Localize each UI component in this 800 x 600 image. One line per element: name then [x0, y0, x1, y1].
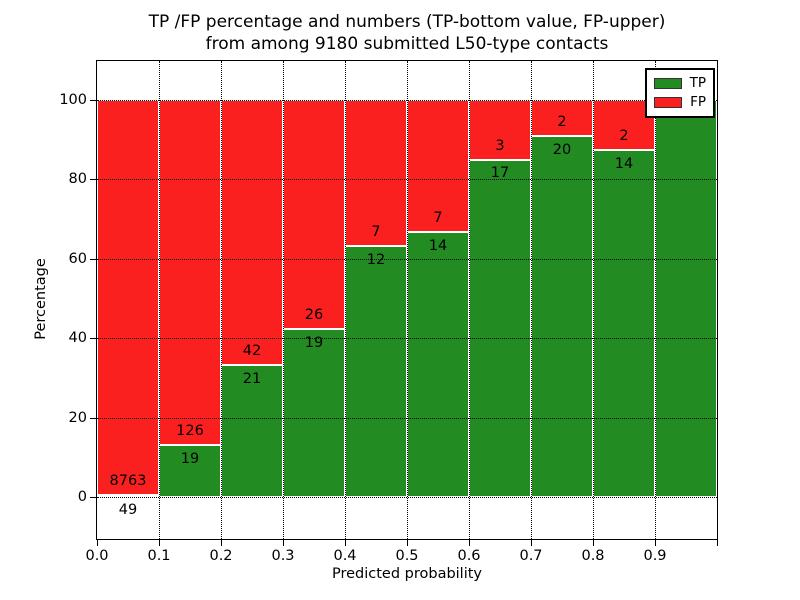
fp-bar-segment	[593, 100, 655, 150]
v-gridline	[593, 61, 594, 539]
legend-label-fp: FP	[690, 94, 706, 110]
legend-label-tp: TP	[689, 75, 706, 91]
fp-bar-segment	[221, 100, 283, 365]
x-tick-label: 0.4	[333, 548, 357, 564]
tp-bar-segment	[97, 494, 159, 497]
fp-count-label: 126	[176, 423, 204, 440]
y-tick	[90, 179, 96, 181]
tp-count-label: 49	[118, 501, 138, 518]
tp-bar-segment	[531, 136, 593, 497]
y-tick-label: 40	[68, 330, 87, 347]
tp-bar-segment	[655, 100, 717, 497]
x-tick	[97, 540, 98, 546]
tp-count-label: 20	[552, 141, 572, 158]
x-tick	[221, 540, 222, 546]
tp-color-swatch	[654, 78, 682, 89]
x-tick-label: 0.9	[643, 548, 667, 564]
x-tick	[531, 540, 532, 546]
fp-count-label: 26	[304, 307, 324, 324]
x-tick	[283, 540, 284, 546]
tp-count-label: 14	[614, 155, 634, 172]
fp-bar-segment	[407, 100, 469, 233]
tp-count-label: 12	[366, 252, 386, 269]
y-tick	[90, 100, 96, 101]
x-tick	[655, 540, 656, 546]
fp-count-label: 7	[371, 224, 381, 241]
x-axis-label: Predicted probability	[331, 566, 483, 582]
x-tick	[593, 540, 594, 546]
x-tick-label: 0.1	[147, 548, 171, 564]
fp-count-label: 7	[433, 210, 443, 227]
fp-bar-segment	[345, 100, 407, 247]
fp-count-label: 8763	[109, 472, 147, 489]
tp-bar-segment	[469, 159, 531, 497]
x-tick-label: 0.3	[271, 548, 295, 564]
v-gridline	[407, 61, 408, 539]
x-tick-label: 0.0	[85, 548, 109, 564]
legend: TP FP	[645, 68, 715, 118]
y-tick-label: 0	[77, 489, 87, 505]
tp-bar-segment	[593, 149, 655, 497]
v-gridline	[159, 61, 160, 539]
v-gridline	[221, 61, 222, 539]
v-gridline	[283, 61, 284, 539]
fp-count-label: 2	[557, 114, 567, 131]
v-gridline	[469, 61, 470, 539]
y-tick	[90, 258, 96, 260]
tp-count-label: 19	[304, 335, 324, 352]
v-gridline	[345, 61, 346, 539]
x-tick-label: 0.2	[209, 548, 233, 564]
x-tick	[717, 540, 718, 546]
y-tick	[90, 497, 96, 498]
fp-bar-segment	[159, 100, 221, 445]
fp-count-label: 2	[619, 127, 629, 144]
fp-color-swatch	[654, 97, 682, 108]
fp-bar-segment	[283, 100, 345, 330]
x-tick-label: 0.8	[581, 548, 605, 564]
fp-count-label: 42	[242, 342, 262, 359]
v-gridline	[655, 61, 656, 539]
y-tick-label: 20	[68, 409, 87, 426]
x-tick	[469, 540, 470, 546]
y-tick	[90, 417, 96, 419]
y-tick-label: 60	[68, 250, 87, 267]
fp-bar-segment	[97, 100, 159, 495]
fp-count-label: 3	[495, 137, 505, 154]
tp-bar-segment	[283, 329, 345, 497]
y-axis-label: Percentage	[33, 258, 49, 340]
tp-bar-segment	[407, 232, 469, 497]
fp-bar-segment	[469, 100, 531, 160]
x-tick-label: 0.6	[457, 548, 481, 564]
x-tick-label: 0.5	[395, 548, 419, 564]
tp-bar-segment	[221, 364, 283, 497]
tp-count-label: 19	[180, 450, 200, 467]
chart-title-line1: TP /FP percentage and numbers (TP-bottom…	[148, 12, 666, 32]
x-tick-label: 0.7	[519, 548, 543, 564]
legend-item-tp: TP	[647, 74, 713, 93]
y-tick	[90, 338, 96, 340]
legend-item-fp: FP	[647, 93, 713, 112]
tp-count-label: 14	[428, 238, 448, 255]
chart-title-line2: from among 9180 submitted L50-type conta…	[205, 34, 609, 54]
tp-count-label: 17	[490, 165, 510, 182]
y-tick-label: 100	[59, 92, 87, 108]
tp-bar-segment	[345, 246, 407, 497]
tp-count-label: 21	[242, 370, 262, 387]
x-tick	[345, 540, 346, 546]
x-tick	[159, 540, 160, 546]
x-tick	[407, 540, 408, 546]
plot-area: 498763191262142192612714717320214217 TP …	[96, 60, 718, 540]
v-gridline	[531, 61, 532, 539]
y-tick-label: 80	[68, 171, 87, 188]
